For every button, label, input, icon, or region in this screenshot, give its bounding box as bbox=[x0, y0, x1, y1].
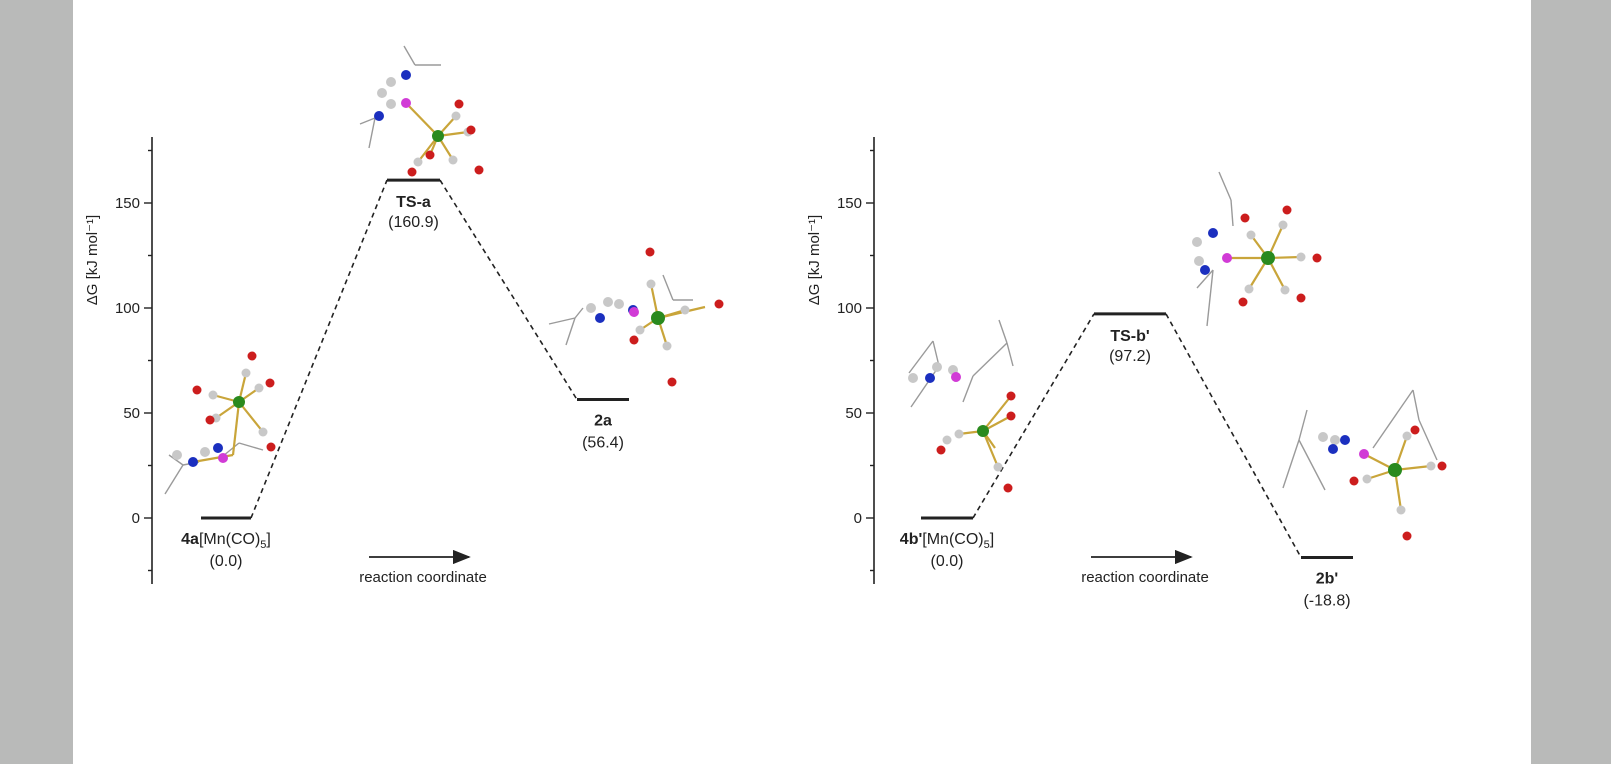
y-tick-label: 0 bbox=[854, 510, 862, 527]
x-axis-label: reaction coordinate bbox=[359, 569, 487, 586]
state-name-label: 4a[Mn(CO)5] bbox=[181, 531, 271, 551]
state-labels: 4a[Mn(CO)5] (0.0) TS-a (160.9) 2a (56.4) bbox=[181, 194, 624, 570]
molecule-2b-illustration bbox=[1282, 389, 1447, 541]
reaction-path-segment bbox=[439, 179, 578, 400]
state-energy-label: (0.0) bbox=[931, 553, 964, 570]
figure-panel: 0 50 100 150 ΔG [kJ mol⁻¹] 4a[Mn(CO)5] (0.0)… bbox=[73, 0, 1531, 764]
reaction-profile bbox=[921, 312, 1353, 559]
y-tick-label: 0 bbox=[132, 510, 140, 527]
reaction-path-segment bbox=[250, 179, 388, 519]
energy-diagram-a: 0 50 100 150 ΔG [kJ mol⁻¹] 4a[Mn(CO)5] (0.0)… bbox=[84, 137, 629, 586]
y-ticks: 0 50 100 150 bbox=[837, 149, 874, 572]
molecule-2a-illustration bbox=[548, 247, 724, 387]
molecule-ts-a-illustration bbox=[359, 45, 484, 177]
energy-diagrams: 0 50 100 150 ΔG [kJ mol⁻¹] 4a[Mn(CO)5] (0.0)… bbox=[84, 45, 1447, 609]
y-tick-label: 100 bbox=[837, 300, 862, 317]
y-ticks: 0 50 100 150 bbox=[115, 149, 152, 572]
state-name-label: TS-b' bbox=[1110, 328, 1149, 345]
reaction-path-segment bbox=[1165, 313, 1302, 558]
state-name-label: 2a bbox=[594, 413, 612, 430]
energy-diagram-b: 0 50 100 150 ΔG [kJ mol⁻¹] 4b'[Mn(CO)5] (0.0… bbox=[806, 137, 1353, 609]
reaction-profile bbox=[201, 178, 629, 520]
state-name-label: TS-a bbox=[396, 194, 431, 211]
y-tick-label: 150 bbox=[115, 195, 140, 212]
y-tick-label: 50 bbox=[123, 405, 140, 422]
molecule-ts-b-illustration bbox=[1192, 171, 1322, 327]
y-axis-label: ΔG [kJ mol⁻¹] bbox=[84, 215, 101, 305]
state-energy-label: (56.4) bbox=[582, 435, 624, 452]
state-name-label: 4b'[Mn(CO)5] bbox=[900, 531, 994, 551]
state-name-label: 2b' bbox=[1316, 570, 1338, 587]
molecule-4b-illustration bbox=[908, 319, 1016, 493]
state-energy-label: (160.9) bbox=[388, 214, 439, 231]
state-energy-label: (-18.8) bbox=[1303, 592, 1350, 609]
y-tick-label: 150 bbox=[837, 195, 862, 212]
state-labels: 4b'[Mn(CO)5] (0.0) TS-b' (97.2) 2b' (-18.8) bbox=[900, 328, 1351, 610]
state-energy-label: (0.0) bbox=[210, 553, 243, 570]
y-tick-label: 100 bbox=[115, 300, 140, 317]
y-tick-label: 50 bbox=[845, 405, 862, 422]
state-energy-label: (97.2) bbox=[1109, 348, 1151, 365]
y-axis-label: ΔG [kJ mol⁻¹] bbox=[806, 215, 823, 305]
molecule-4a-illustration bbox=[164, 351, 276, 495]
x-axis-label: reaction coordinate bbox=[1081, 569, 1209, 586]
reaction-path-segment bbox=[972, 313, 1095, 519]
